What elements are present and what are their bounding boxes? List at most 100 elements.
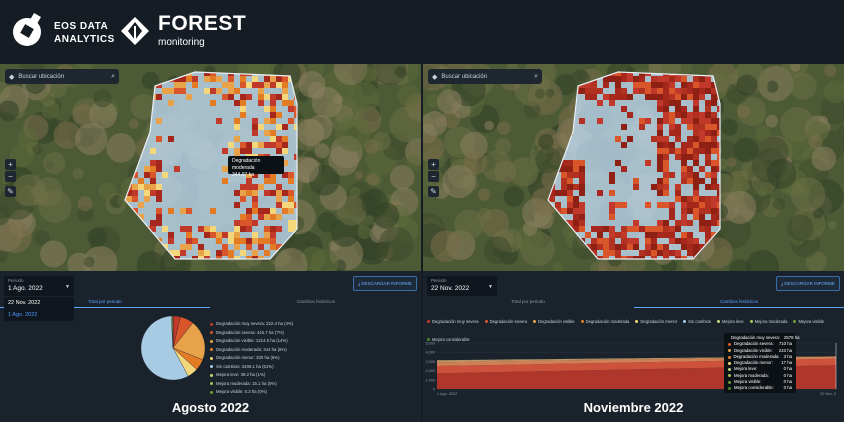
- terrain-patch: [757, 187, 768, 198]
- change-pixel: [657, 142, 663, 148]
- change-pixel: [681, 118, 687, 124]
- dropdown-option[interactable]: 22 Nov. 2022: [8, 300, 41, 306]
- download-report-button[interactable]: ⤓ DESCARGAR INFORME: [776, 276, 840, 291]
- change-pixel: [216, 232, 222, 238]
- satellite-map-august[interactable]: ◆ Buscar ubicación ⌕ + − ✎ Degradación m…: [0, 64, 421, 271]
- legend-dot: [210, 339, 213, 343]
- period-select[interactable]: Periodo 1 Ago. 2022 ▼: [4, 276, 74, 296]
- change-pixel: [675, 190, 681, 196]
- change-pixel: [234, 256, 240, 259]
- series-chip[interactable]: Degradación severa: [484, 318, 527, 325]
- change-pixel: [717, 202, 720, 208]
- terrain-patch: [811, 146, 837, 171]
- change-pixel: [186, 238, 192, 244]
- terrain-patch: [397, 84, 420, 107]
- dropdown-option-selected[interactable]: 1 Ago. 2022: [8, 312, 38, 318]
- change-pixel: [675, 226, 681, 232]
- satellite-map-november[interactable]: ◆ Buscar ubicación ⌕ + − ✎: [423, 64, 844, 271]
- series-chip[interactable]: Mejora visible: [793, 318, 824, 325]
- change-pixel: [657, 124, 663, 130]
- change-pixel: [228, 256, 234, 259]
- series-chip[interactable]: Mejora moderada: [749, 318, 787, 325]
- change-pixel: [270, 244, 276, 250]
- terrain-patch: [483, 236, 512, 265]
- search-input[interactable]: Buscar ubicación: [441, 73, 488, 80]
- series-chip[interactable]: Sin cambios: [683, 318, 711, 325]
- zoom-out-button[interactable]: −: [428, 171, 439, 182]
- change-pixel: [711, 202, 717, 208]
- change-pixel: [663, 118, 669, 124]
- search-box[interactable]: ◆ Buscar ubicación ⌕: [428, 69, 542, 84]
- change-pixel: [258, 124, 264, 130]
- series-chip[interactable]: Degradación menor: [635, 318, 677, 325]
- terrain-patch: [389, 106, 421, 143]
- change-pixel: [633, 76, 639, 82]
- change-pixel: [579, 184, 585, 190]
- search-icon[interactable]: ⌕: [534, 72, 538, 80]
- change-pixel: [561, 178, 567, 184]
- download-report-button[interactable]: ⤓ DESCARGAR INFORME: [353, 276, 417, 291]
- x-tick-label: 1 Ago. 2022: [437, 392, 457, 396]
- change-pixel: [210, 72, 216, 76]
- change-pixel: [705, 118, 711, 124]
- change-pixel: [264, 130, 270, 136]
- tooltip-value: 0 ha: [783, 372, 792, 378]
- change-pixel: [192, 76, 198, 82]
- header: EOS DATA ANALYTICS FOREST monitoring: [0, 0, 844, 64]
- change-pixel: [132, 196, 138, 202]
- change-pixel: [693, 202, 699, 208]
- change-pixel: [270, 226, 276, 232]
- change-pixel: [168, 232, 174, 238]
- change-pixel: [204, 256, 210, 259]
- change-pixel: [276, 76, 282, 82]
- zoom-out-button[interactable]: −: [5, 171, 16, 182]
- search-box[interactable]: ◆ Buscar ubicación ⌕: [5, 69, 119, 84]
- change-pixel: [705, 172, 711, 178]
- series-chip[interactable]: Mejora considerable: [427, 336, 470, 343]
- terrain-patch: [729, 259, 752, 271]
- change-pixel: [681, 160, 687, 166]
- change-pixel: [186, 244, 192, 250]
- draw-tool-button[interactable]: ✎: [428, 186, 439, 197]
- change-pixel: [222, 178, 228, 184]
- change-pixel: [216, 76, 222, 82]
- chip-label: Degradación muy severa: [432, 319, 479, 324]
- change-pixel: [633, 82, 639, 88]
- terrain-patch: [0, 206, 10, 226]
- change-pixel: [675, 154, 681, 160]
- change-pixel: [681, 154, 687, 160]
- change-pixel: [627, 238, 633, 244]
- change-pixel: [699, 124, 705, 130]
- change-pixel: [693, 178, 699, 184]
- zoom-in-button[interactable]: +: [5, 159, 16, 170]
- search-input[interactable]: Buscar ubicación: [18, 73, 65, 80]
- series-chip[interactable]: Degradación visible: [533, 318, 575, 325]
- change-pixel: [687, 178, 693, 184]
- change-pixel: [591, 238, 597, 244]
- period-select[interactable]: Periodo 22 Nov. 2022 ▼: [427, 276, 497, 296]
- change-pixel: [687, 232, 693, 238]
- tab-changes[interactable]: Cambios históricos: [634, 296, 844, 308]
- terrain-patch: [808, 134, 823, 149]
- change-pixel: [621, 142, 627, 148]
- change-pixel: [711, 208, 717, 214]
- zoom-in-button[interactable]: +: [428, 159, 439, 170]
- tab-total[interactable]: Total por periodo: [511, 299, 545, 304]
- change-pixel: [717, 208, 720, 214]
- change-pixel: [711, 112, 717, 118]
- period-dropdown[interactable]: 22 Nov. 2022 1 Ago. 2022: [4, 297, 74, 321]
- terrain-patch: [765, 114, 779, 128]
- change-pixel: [561, 172, 567, 178]
- tab-changes[interactable]: Cambios históricos: [296, 299, 335, 304]
- search-icon[interactable]: ⌕: [111, 72, 115, 80]
- change-pixel: [210, 232, 216, 238]
- series-chip[interactable]: Degradación moderada: [580, 318, 629, 325]
- series-chip[interactable]: Mejora leve: [716, 318, 744, 325]
- draw-tool-button[interactable]: ✎: [5, 186, 16, 197]
- change-pixel: [252, 124, 258, 130]
- series-chip[interactable]: Degradación muy severa: [427, 318, 479, 325]
- change-pixel: [657, 226, 663, 232]
- change-pixel: [240, 196, 246, 202]
- tab-total[interactable]: Total por periodo: [0, 296, 210, 308]
- terrain-patch: [378, 226, 414, 262]
